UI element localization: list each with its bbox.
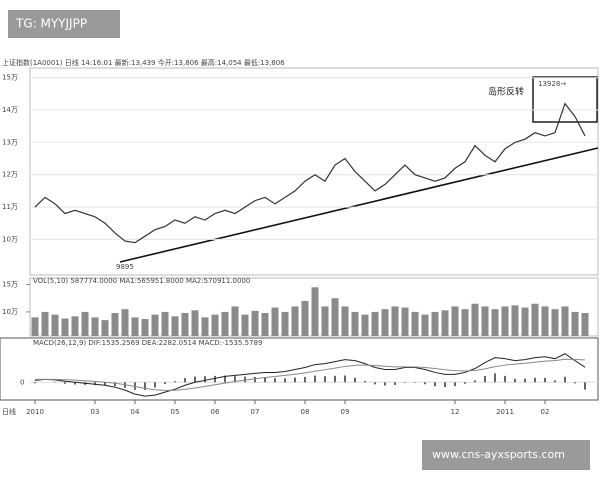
volume-bar — [221, 311, 229, 336]
x-tick-label: 2010 — [26, 408, 44, 416]
volume-bar — [441, 310, 449, 336]
y-tick-label: 13万 — [2, 138, 18, 146]
x-tick-label: 09 — [341, 408, 350, 416]
macd-line — [35, 358, 586, 391]
volume-bar — [101, 320, 109, 336]
volume-bar — [241, 314, 249, 336]
volume-bar — [191, 310, 199, 336]
volume-bar — [481, 306, 489, 336]
volume-bar — [41, 311, 49, 336]
volume-bar — [461, 309, 469, 336]
x-tick-label: 08 — [301, 408, 310, 416]
volume-bar — [571, 311, 579, 336]
volume-bar — [81, 311, 89, 336]
volume-bar — [581, 313, 589, 336]
volume-bar — [371, 311, 379, 336]
footer-box — [422, 440, 590, 470]
volume-bar — [121, 309, 129, 336]
volume-bar — [551, 309, 559, 336]
volume-bar — [181, 313, 189, 336]
volume-bar — [291, 306, 299, 336]
highlight-box — [532, 76, 598, 123]
volume-bar — [521, 307, 529, 336]
volume-bar — [421, 314, 429, 336]
volume-bar — [401, 307, 409, 336]
footer-url: www.cns-ayxsports.com — [432, 448, 565, 461]
x-tick-label: 12 — [451, 408, 460, 416]
volume-bar — [151, 314, 159, 336]
volume-bar — [201, 317, 209, 336]
volume-bar — [471, 303, 479, 336]
annotation: 13928→ — [538, 80, 566, 88]
price-panel — [29, 67, 599, 276]
y-tick-label: 15万 — [2, 74, 18, 82]
y-tick-label: 0 — [20, 378, 24, 386]
price-line — [34, 102, 586, 244]
volume-bar — [141, 319, 149, 336]
volume-bar — [171, 316, 179, 336]
volume-bar — [561, 306, 569, 336]
y-tick-label: 10万 — [2, 308, 18, 316]
macd-title: MACD(26,12,9) DIF:1535.2569 DEA:2282.051… — [33, 339, 262, 347]
volume-bar — [361, 314, 369, 336]
y-tick-label: 11万 — [2, 203, 18, 211]
volume-bar — [231, 306, 239, 336]
x-tick-label: 07 — [251, 408, 260, 416]
volume-bar — [31, 317, 39, 336]
volume-bar — [341, 306, 349, 336]
volume-bar — [331, 298, 339, 336]
watermark-box — [8, 10, 120, 38]
volume-bar — [161, 311, 169, 336]
macd-panel — [0, 337, 599, 401]
volume-bar — [271, 307, 279, 336]
y-tick-label: 12万 — [2, 171, 18, 179]
x-tick-label: 2011 — [496, 408, 514, 416]
y-tick-label: 10万 — [2, 235, 18, 243]
volume-bar — [111, 313, 119, 336]
volume-bar — [541, 306, 549, 336]
x-tick-label: 05 — [171, 408, 180, 416]
volume-bar — [431, 311, 439, 336]
volume-bar — [261, 313, 269, 336]
volume-bar — [411, 311, 419, 336]
volume-bar — [281, 311, 289, 336]
volume-bar — [511, 305, 519, 336]
volume-bar — [451, 306, 459, 336]
x-tick-label: 02 — [541, 408, 550, 416]
volume-bar — [351, 311, 359, 336]
volume-bar — [321, 306, 329, 336]
volume-title: VOL(5,10) 587774.0000 MA1:565951.8000 MA… — [33, 277, 250, 285]
volume-bar — [71, 316, 79, 336]
x-tick-label: 04 — [131, 408, 140, 416]
volume-bar — [391, 306, 399, 336]
macd-line — [34, 353, 586, 397]
x-tick-label: 03 — [91, 408, 100, 416]
volume-bar — [301, 300, 309, 336]
volume-bar — [91, 317, 99, 336]
volume-bar — [211, 314, 219, 336]
volume-bar — [61, 318, 69, 336]
volume-bar — [51, 314, 59, 336]
chart-header: 上证指数(1A0001) 日线 14:16:01 最新:13,439 今开:13… — [2, 58, 285, 67]
annotation: 岛形反转 — [488, 86, 524, 98]
watermark: TG: MYYJJPP — [15, 17, 87, 31]
trend-line — [119, 147, 599, 263]
volume-bar — [251, 310, 259, 336]
period-label: 日线 — [2, 407, 16, 416]
volume-bar — [381, 309, 389, 336]
volume-bar — [311, 287, 319, 336]
y-tick-label: 15万 — [2, 281, 18, 289]
volume-bar — [131, 317, 139, 336]
annotation: 9895 — [116, 263, 134, 271]
volume-bar — [501, 306, 509, 336]
x-tick-label: 06 — [211, 408, 220, 416]
volume-bar — [491, 309, 499, 336]
volume-bar — [531, 303, 539, 336]
y-tick-label: 14万 — [2, 106, 18, 114]
